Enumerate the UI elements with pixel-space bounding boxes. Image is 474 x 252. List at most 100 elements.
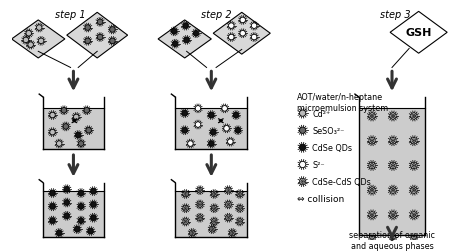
Circle shape — [390, 113, 396, 120]
Text: CdSe QDs: CdSe QDs — [312, 143, 352, 152]
Circle shape — [369, 163, 375, 169]
Circle shape — [392, 165, 394, 167]
Circle shape — [371, 165, 373, 167]
Circle shape — [183, 24, 188, 29]
Circle shape — [251, 24, 257, 29]
Circle shape — [85, 26, 91, 31]
Circle shape — [36, 26, 42, 31]
Text: GSH: GSH — [405, 28, 432, 38]
Circle shape — [173, 42, 178, 47]
Circle shape — [211, 219, 217, 224]
Circle shape — [226, 202, 231, 207]
Circle shape — [188, 141, 193, 147]
Circle shape — [233, 113, 239, 118]
Circle shape — [390, 163, 396, 169]
Circle shape — [227, 189, 230, 192]
Polygon shape — [390, 12, 447, 54]
Circle shape — [227, 216, 230, 219]
Circle shape — [97, 20, 103, 25]
Circle shape — [412, 238, 416, 241]
Circle shape — [23, 38, 28, 43]
Circle shape — [86, 128, 91, 134]
Circle shape — [75, 133, 81, 138]
Circle shape — [391, 213, 395, 217]
Circle shape — [50, 130, 55, 135]
Circle shape — [240, 31, 246, 37]
Circle shape — [198, 189, 201, 192]
Circle shape — [197, 202, 203, 207]
Circle shape — [78, 218, 84, 224]
Circle shape — [210, 228, 214, 231]
Circle shape — [413, 239, 415, 240]
Circle shape — [370, 238, 374, 241]
Circle shape — [413, 165, 415, 167]
Circle shape — [391, 238, 395, 241]
Polygon shape — [359, 98, 425, 235]
Text: separation of organic
and aqueous phases: separation of organic and aqueous phases — [349, 230, 435, 250]
Circle shape — [73, 115, 79, 120]
Circle shape — [182, 128, 187, 134]
Circle shape — [412, 164, 416, 168]
Circle shape — [64, 200, 70, 205]
Circle shape — [184, 38, 189, 43]
Circle shape — [209, 141, 214, 147]
Polygon shape — [43, 183, 104, 237]
Text: CdSe-CdS QDs: CdSe-CdS QDs — [312, 177, 371, 186]
Circle shape — [191, 232, 193, 234]
Circle shape — [391, 188, 395, 192]
Circle shape — [413, 190, 415, 191]
Polygon shape — [175, 191, 247, 237]
Circle shape — [413, 214, 415, 216]
Circle shape — [185, 208, 186, 209]
Circle shape — [371, 239, 373, 240]
Circle shape — [228, 217, 229, 219]
Text: S²⁻: S²⁻ — [312, 160, 325, 169]
Circle shape — [391, 139, 395, 143]
Circle shape — [213, 208, 215, 209]
Circle shape — [411, 138, 417, 144]
Circle shape — [228, 35, 234, 41]
Circle shape — [300, 179, 306, 185]
Text: AOT/water/n-heptane
microemulsion system: AOT/water/n-heptane microemulsion system — [297, 93, 388, 113]
Circle shape — [228, 24, 234, 29]
Circle shape — [56, 141, 62, 147]
Circle shape — [238, 220, 241, 223]
Circle shape — [300, 128, 306, 134]
Circle shape — [369, 113, 375, 120]
Circle shape — [237, 192, 243, 197]
Text: Cd²⁺: Cd²⁺ — [312, 109, 330, 118]
Circle shape — [411, 237, 417, 243]
Polygon shape — [12, 21, 65, 59]
Circle shape — [390, 187, 396, 194]
Circle shape — [229, 230, 235, 236]
Circle shape — [199, 217, 201, 219]
Circle shape — [240, 18, 246, 24]
Circle shape — [109, 39, 115, 44]
Circle shape — [228, 190, 229, 191]
Circle shape — [391, 115, 395, 118]
Polygon shape — [67, 13, 128, 59]
Circle shape — [237, 219, 243, 224]
Circle shape — [212, 220, 216, 223]
Circle shape — [227, 203, 230, 206]
Circle shape — [239, 208, 241, 209]
Circle shape — [211, 229, 213, 230]
Circle shape — [198, 216, 201, 219]
Circle shape — [97, 35, 103, 41]
Circle shape — [300, 111, 306, 117]
Circle shape — [64, 187, 70, 192]
Circle shape — [78, 141, 84, 147]
Circle shape — [370, 188, 374, 192]
Circle shape — [228, 139, 233, 145]
Circle shape — [392, 214, 394, 216]
Circle shape — [213, 221, 215, 223]
Circle shape — [56, 230, 62, 236]
Circle shape — [392, 140, 394, 142]
Text: SeSO₃²⁻: SeSO₃²⁻ — [312, 126, 345, 135]
Circle shape — [74, 227, 80, 232]
Circle shape — [88, 228, 93, 234]
Circle shape — [224, 126, 229, 132]
Circle shape — [199, 204, 201, 205]
Circle shape — [391, 164, 395, 168]
Circle shape — [182, 111, 187, 116]
